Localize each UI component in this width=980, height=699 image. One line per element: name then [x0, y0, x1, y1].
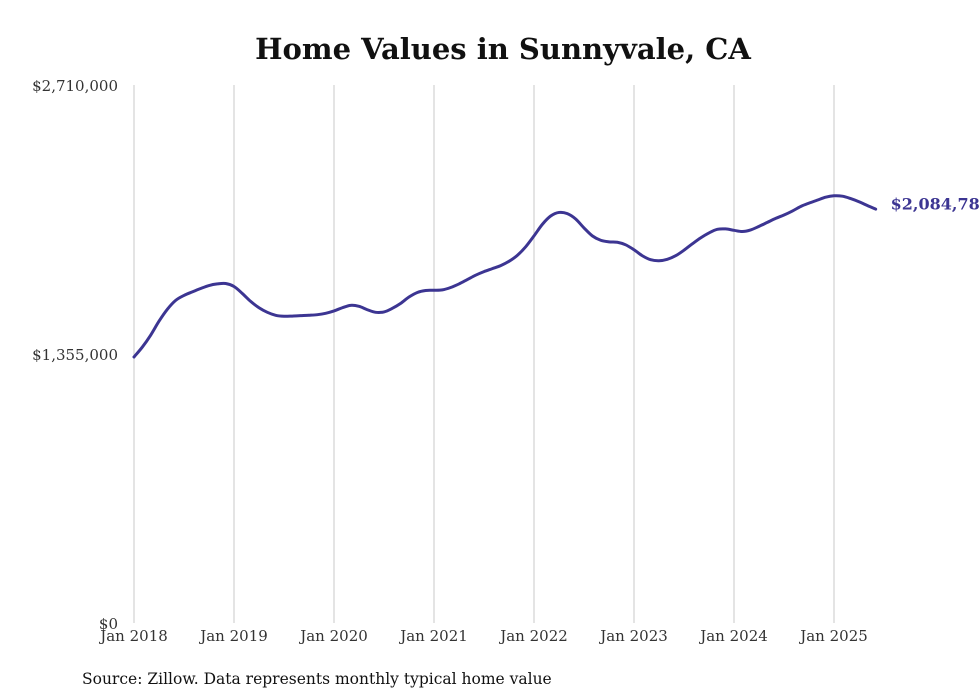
x-tick-label: Jan 2018 [98, 627, 168, 645]
y-tick-label: $1,355,000 [32, 346, 118, 364]
x-axis-ticks: Jan 2018 Jan 2019 Jan 2020 Jan 2021 Jan 2022… [98, 627, 868, 645]
end-value-label: $2,084,78 [891, 195, 980, 214]
series-line [132, 194, 878, 359]
x-tick-label: Jan 2021 [398, 627, 468, 645]
gridlines [133, 85, 835, 623]
y-axis-ticks: $0 $1,355,000 $2,710,000 [32, 77, 118, 633]
x-tick-label: Jan 2025 [798, 627, 868, 645]
x-tick-label: Jan 2020 [298, 627, 368, 645]
x-tick-label: Jan 2019 [198, 627, 268, 645]
source-note: Source: Zillow. Data represents monthly … [82, 670, 552, 688]
series-layer: $2,084,78 [132, 194, 980, 359]
chart-title: Home Values in Sunnyvale, CA [255, 32, 751, 66]
x-tick-label: Jan 2022 [498, 627, 568, 645]
y-tick-label: $2,710,000 [32, 77, 118, 95]
x-tick-label: Jan 2024 [698, 627, 768, 645]
x-tick-label: Jan 2023 [598, 627, 668, 645]
y-tick-label: $0 [99, 615, 118, 633]
